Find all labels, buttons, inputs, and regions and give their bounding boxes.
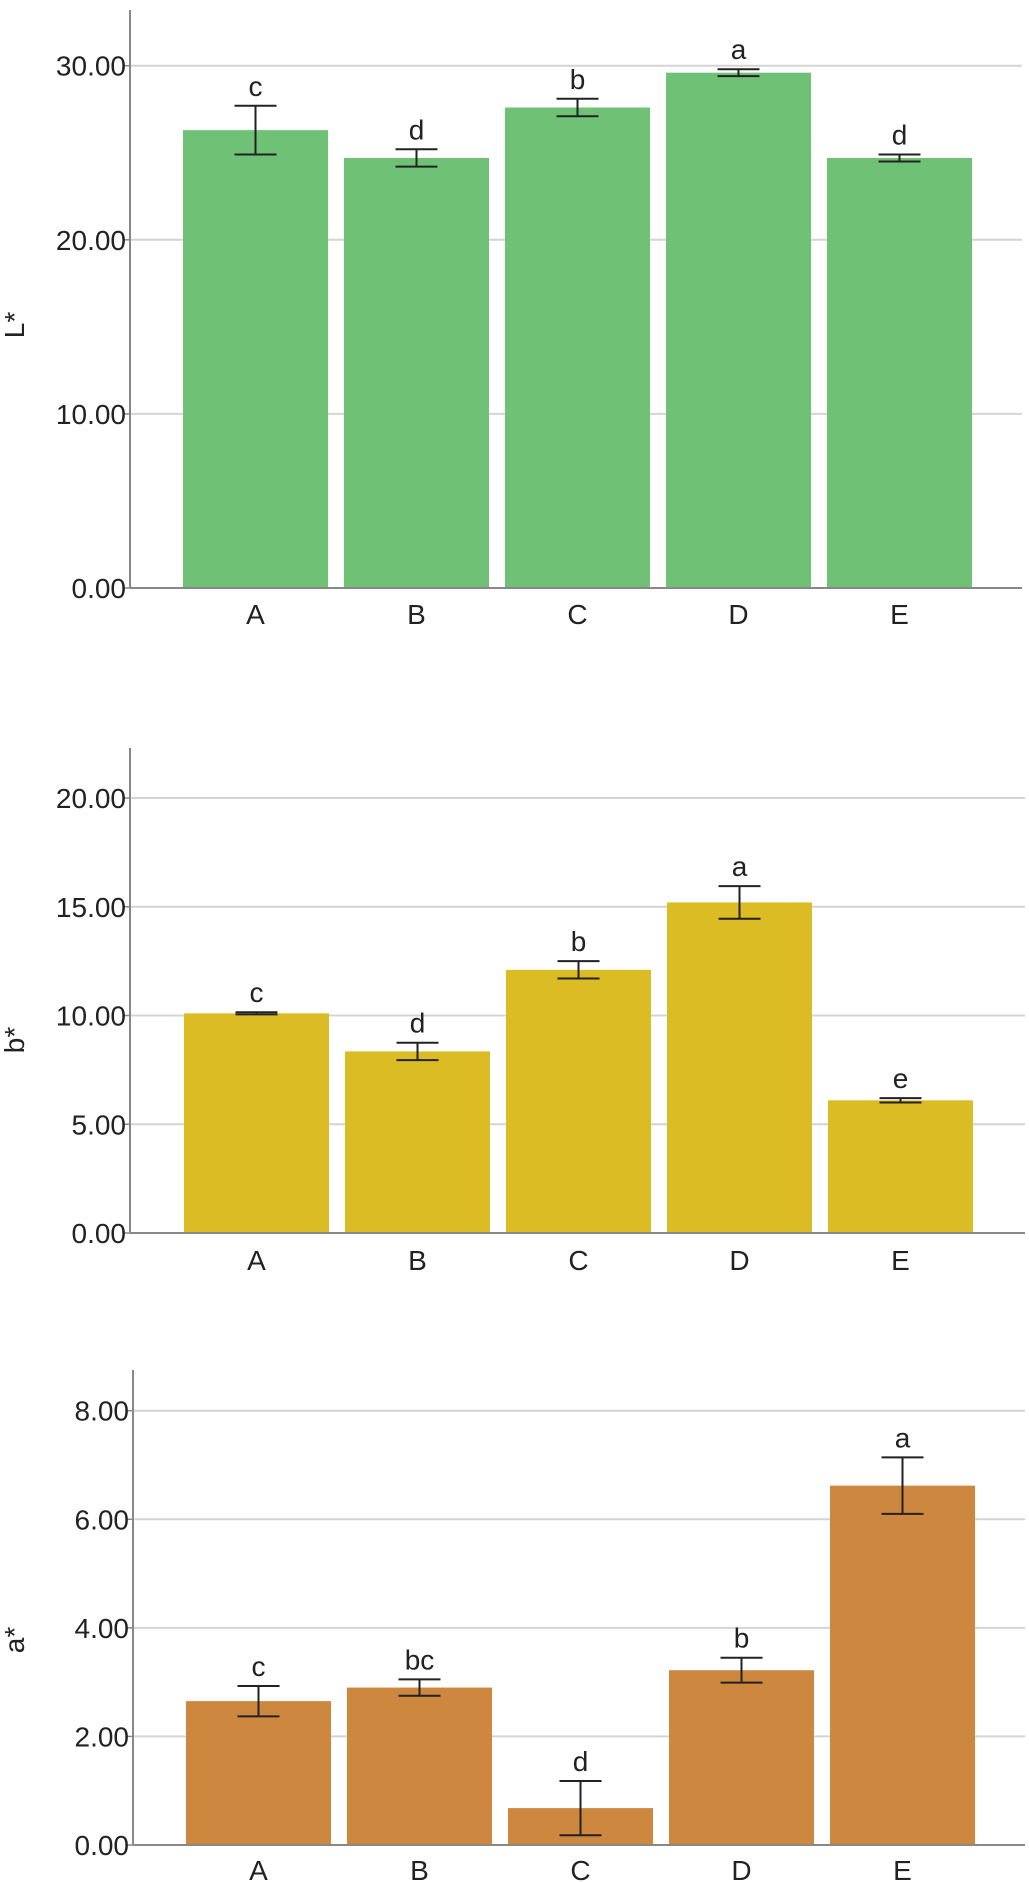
significance-letter: e — [893, 1063, 909, 1094]
x-category-label: E — [893, 1855, 912, 1882]
error-bar — [556, 97, 599, 118]
y-tick-label: 6.00 — [75, 1504, 130, 1535]
bar — [345, 1051, 490, 1233]
panel-lightness-chart: 0.00 10.00 20.00 30.00 c Ad Bb Ca Dd E L* — [0, 10, 1022, 630]
bar — [344, 157, 489, 588]
panel-yellowness-chart: 0.00 5.00 10.00 15.00 20.00 c Ad Bb Ca De Eb* — [0, 748, 1025, 1276]
significance-letter: a — [895, 1422, 911, 1453]
bar — [186, 1701, 331, 1845]
significance-letter: c — [250, 977, 264, 1008]
significance-letter: d — [573, 1746, 589, 1777]
y-tick-label: 20.00 — [56, 225, 126, 256]
error-bar — [398, 1678, 441, 1697]
bar — [667, 902, 812, 1233]
y-tick-label: 15.00 — [56, 892, 126, 923]
x-category-label: A — [249, 1855, 268, 1882]
panel-redness-chart: 0.00 2.00 4.00 6.00 8.00 c Abc Bd Cb Da Ea* — [0, 1370, 1025, 1882]
y-axis-title: b* — [0, 1027, 30, 1054]
x-category-label: C — [570, 1855, 590, 1882]
y-tick-label: 10.00 — [56, 1001, 126, 1032]
error-bar — [881, 1456, 924, 1515]
significance-letter: c — [252, 1651, 266, 1682]
error-bar — [396, 1041, 439, 1062]
error-bar — [879, 1097, 922, 1104]
y-tick-label: 5.00 — [72, 1109, 127, 1140]
x-category-label: D — [729, 1245, 749, 1276]
x-category-label: B — [407, 599, 426, 630]
x-category-label: C — [568, 1245, 588, 1276]
significance-letter: b — [734, 1623, 750, 1654]
bar — [183, 130, 328, 588]
x-category-label: A — [247, 1245, 266, 1276]
bar — [505, 107, 650, 589]
significance-letter: d — [892, 120, 908, 151]
bar — [828, 1100, 973, 1233]
significance-letter: bc — [405, 1644, 435, 1675]
x-category-label: E — [890, 599, 909, 630]
y-axis-title: a* — [0, 1627, 30, 1654]
significance-letter: c — [249, 71, 263, 102]
error-bar — [235, 1011, 278, 1016]
y-tick-label: 2.00 — [75, 1721, 130, 1752]
bar — [669, 1670, 814, 1845]
significance-letter: b — [570, 64, 586, 95]
x-category-label: C — [567, 599, 587, 630]
significance-letter: d — [410, 1008, 426, 1039]
y-axis-title: L* — [0, 312, 30, 339]
y-tick-label: 0.00 — [72, 1218, 127, 1249]
error-bar — [559, 1779, 602, 1837]
significance-letter: a — [731, 34, 747, 65]
y-tick-label: 8.00 — [75, 1396, 130, 1427]
y-tick-label: 4.00 — [75, 1613, 130, 1644]
y-tick-label: 0.00 — [75, 1830, 130, 1861]
error-bar — [720, 1656, 763, 1684]
bar — [830, 1485, 975, 1845]
y-tick-label: 20.00 — [56, 783, 126, 814]
x-category-label: B — [410, 1855, 429, 1882]
error-bar — [718, 885, 761, 920]
error-bar — [395, 148, 438, 168]
bar — [506, 969, 651, 1233]
bar — [827, 157, 972, 588]
error-bar — [234, 104, 277, 156]
y-tick-label: 0.00 — [72, 573, 127, 604]
x-category-label: A — [246, 599, 265, 630]
significance-letter: a — [732, 851, 748, 882]
bar — [347, 1687, 492, 1845]
error-bar — [237, 1684, 280, 1718]
x-category-label: B — [408, 1245, 427, 1276]
y-tick-label: 30.00 — [56, 51, 126, 82]
x-category-label: E — [891, 1245, 910, 1276]
error-bar — [557, 960, 600, 980]
significance-letter: b — [571, 926, 587, 957]
x-category-label: D — [728, 599, 748, 630]
x-category-label: D — [731, 1855, 751, 1882]
error-bar — [878, 153, 921, 163]
bar — [666, 72, 811, 589]
bar — [184, 1013, 329, 1233]
y-tick-label: 10.00 — [56, 399, 126, 430]
significance-letter: d — [409, 114, 425, 145]
error-bar — [717, 68, 760, 78]
